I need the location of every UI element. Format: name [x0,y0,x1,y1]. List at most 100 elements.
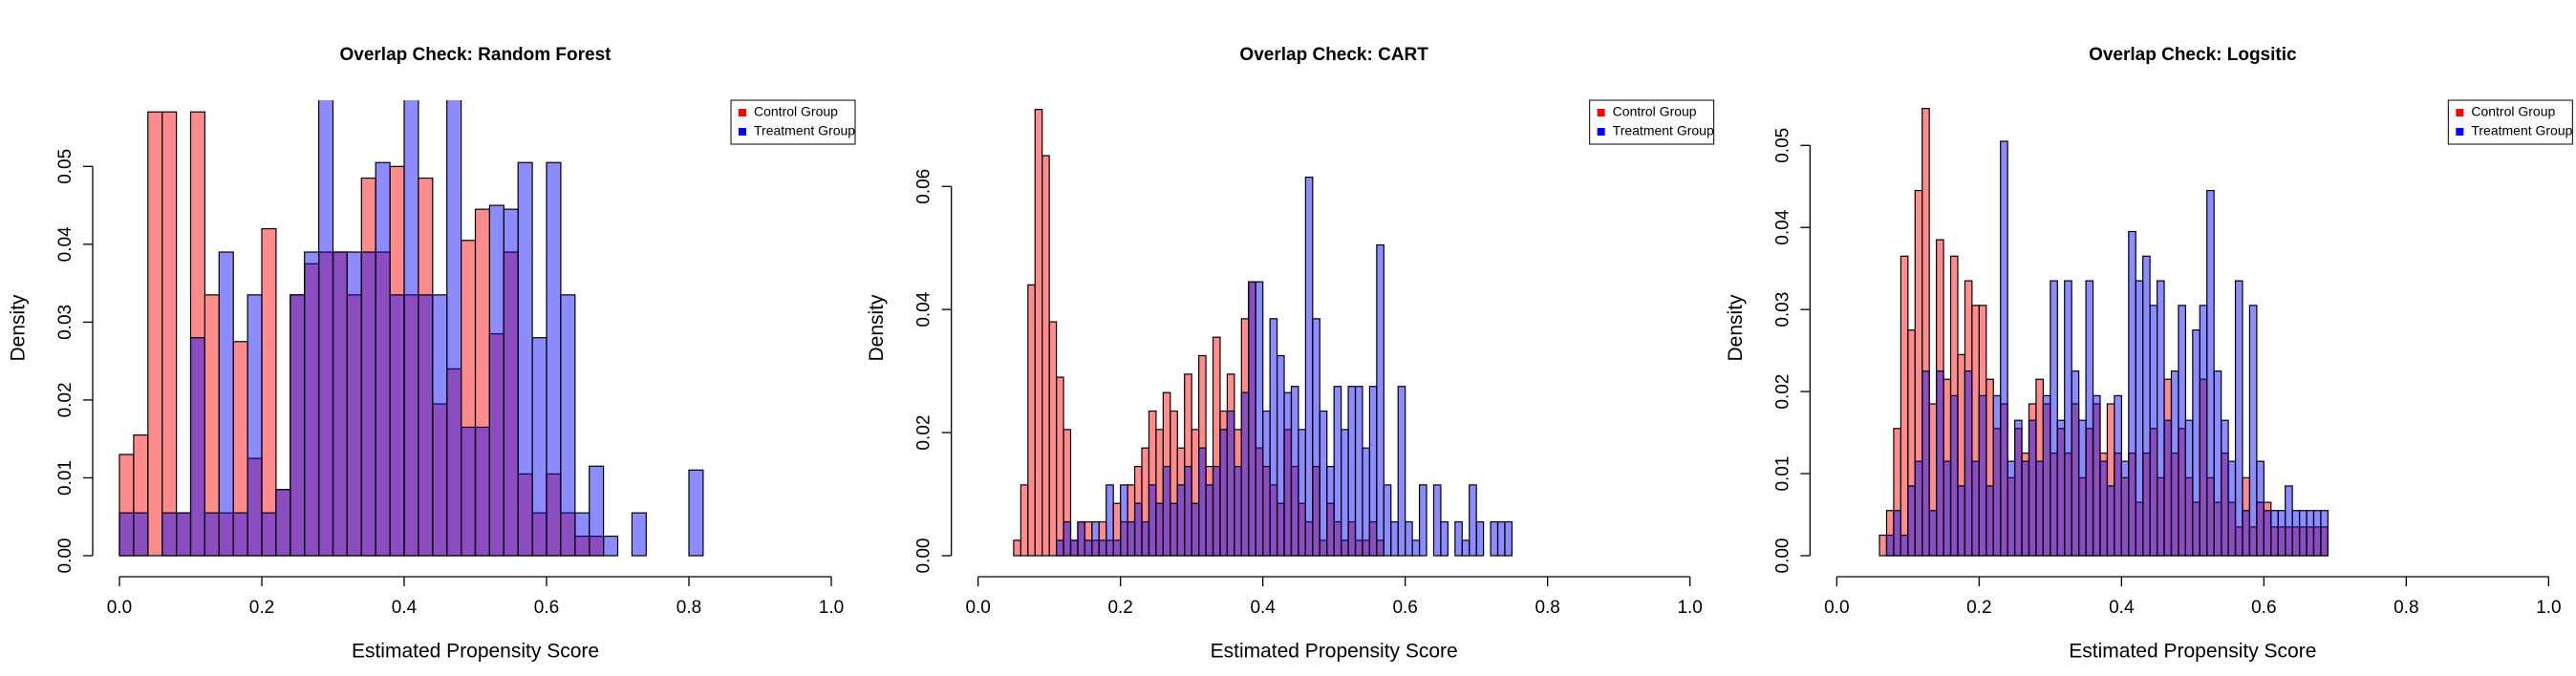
y-tick-label: 0.00 [55,539,75,574]
histogram-bar [1056,376,1064,557]
histogram-bar [1893,510,1901,557]
histogram-bar [1978,394,1987,557]
histogram-bar [161,111,178,557]
histogram-bar [1368,386,1378,557]
legend-swatch [739,128,746,136]
histogram-bar [1397,386,1406,557]
x-tick-label: 0.2 [1107,598,1132,618]
histogram-bar [461,426,477,557]
y-tick-label: 0.04 [1772,209,1792,244]
histogram-bar [1127,520,1136,557]
x-tick-label: 0.8 [1535,598,1559,618]
panel: Overlap Check: CART Estimated Propensity … [866,45,1715,663]
histogram-bar [2042,394,2051,557]
histogram-bar [1490,520,1499,557]
y-axis-label: Density [1725,294,1747,362]
histogram-bar [1170,502,1178,557]
histogram-bar [2128,230,2136,557]
histogram-bar [1900,534,1909,557]
histogram-bar [2163,419,2173,557]
histogram-bar [118,512,135,557]
histogram-bar [318,100,334,557]
histogram-bar [1056,539,1064,557]
legend-label: Treatment Group [754,123,855,138]
histogram-bar [2071,370,2080,557]
histogram-bar [2120,460,2130,557]
histogram-bar [517,161,533,557]
histogram-bar [2192,329,2200,557]
histogram-bar [1219,429,1229,557]
histogram-bar [176,512,192,557]
x-tick-label: 0.2 [1966,598,1991,618]
histogram-bar [1971,460,1980,557]
histogram-bar [1212,465,1221,557]
histogram-bar [2007,460,2016,557]
histogram-bar [2135,280,2144,557]
x-axis-label: Estimated Propensity Score [2069,641,2316,663]
histogram-bar [1943,460,1952,557]
histogram-bar [1020,484,1029,557]
legend-swatch [1597,109,1605,116]
histogram-bar [204,512,220,557]
histogram-bar [488,204,504,557]
plot-area [118,100,704,557]
y-axis-label: Density [8,294,30,362]
chart-title: Overlap Check: CART [1239,45,1428,65]
x-tick-label: 0.8 [676,598,701,618]
x-tick-label: 0.8 [2394,598,2418,618]
histogram-bar [1141,520,1150,557]
histogram-bar [1347,386,1357,557]
histogram-bar [1432,484,1442,557]
histogram-bar [304,251,320,557]
histogram-bar [2114,394,2122,557]
histogram-bar [1248,281,1256,557]
x-tick-label: 0.4 [1250,598,1276,618]
histogram-bar [133,512,149,557]
histogram-bar [1454,520,1463,557]
histogram-bar [2227,460,2237,557]
histogram-bar [2277,510,2286,557]
histogram-bar [2199,305,2208,557]
histogram-bar [2206,189,2215,557]
histogram-bar [1148,484,1157,557]
histogram-bar [1091,520,1100,557]
histogram-bar [1120,484,1128,557]
histogram-bar [1390,520,1399,557]
histogram-bar [2064,280,2072,557]
histogram-bar [1964,370,1973,557]
x-axis-label: Estimated Propensity Score [1211,641,1458,663]
histogram-bar [560,294,576,557]
histogram-bar [332,251,348,557]
histogram-bar [1162,465,1171,557]
histogram-bar [2106,485,2115,557]
x-tick-label: 0.2 [249,598,274,618]
histogram-bar [531,337,547,557]
legend: Control Group Treatment Group [2447,99,2573,145]
histogram-bar [1205,484,1214,557]
histogram-bar [1069,539,1079,557]
histogram-bar [1298,429,1306,557]
histogram-bar [1290,386,1299,557]
histogram-bar [1063,520,1072,557]
histogram-bar [2320,510,2329,557]
x-tick-label: 1.0 [819,598,844,618]
y-tick-label: 0.02 [1772,374,1792,410]
histogram-bar [432,294,448,557]
histogram-bar [1376,243,1385,557]
histogram-bar [688,469,704,557]
panel: Overlap Check: Random Forest Estimated Pr… [8,45,856,663]
histogram-bar [1900,255,1909,557]
legend-box [1589,99,1715,145]
histogram-bar [2099,460,2109,557]
y-tick-label: 0.02 [55,382,75,417]
histogram-bar [1469,484,1477,557]
x-tick-label: 0.4 [2109,598,2135,618]
y-tick-label: 0.05 [55,149,75,184]
histogram-bar [1907,485,1916,557]
histogram-bar [247,294,263,557]
x-tick-label: 0.0 [1824,598,1849,618]
x-tick-label: 1.0 [2536,598,2561,618]
histogram-bar [1077,520,1086,557]
histogram-bar [1262,410,1271,557]
histogram-bar [574,512,590,557]
